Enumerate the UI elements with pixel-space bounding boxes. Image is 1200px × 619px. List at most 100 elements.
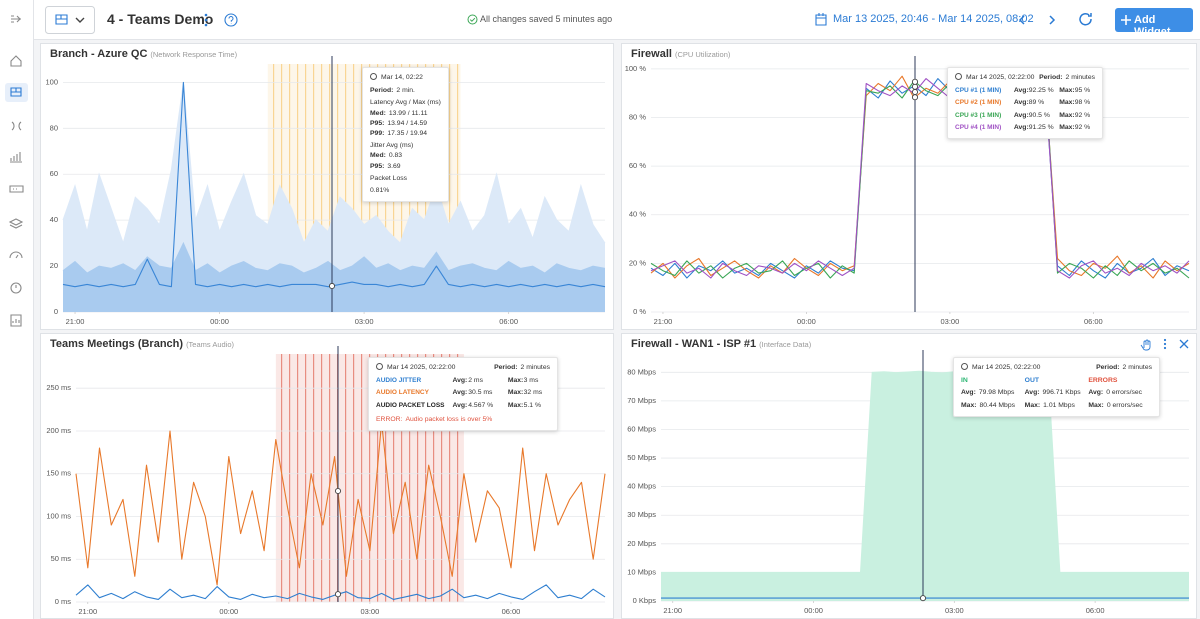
help-mark [228,16,234,24]
title: Firewall [631,48,672,60]
title-actions [204,13,238,27]
reports-icon[interactable] [10,152,22,163]
tooltip-value: 5.1 % [523,401,542,409]
y-tick-label: 80 [50,123,58,132]
y-tick-label: 100 [45,77,58,86]
x-tick-label: 03:00 [355,317,374,326]
chart: 0 % 20 % 40 % 60 % 80 % 100 % 21:00 00:00 03:00 0… [625,56,1190,326]
saved-icon [467,14,478,25]
tooltip-line: 0.81% [370,186,441,196]
chart: 0 Kbps 10 Mbps 20 Mbps 30 Mbps 40 Mbps 50 Mbp… [627,350,1189,615]
refresh-button[interactable] [1079,13,1092,26]
tooltip-value: 2 ms [468,377,483,385]
tooltip-value: 4.567 % [468,401,494,409]
gauge-icon[interactable] [9,251,23,259]
tooltip-line: Packet Loss [370,174,441,184]
add-widget-button[interactable]: Add Widget [1115,8,1193,38]
date-range[interactable]: Mar 13 2025, 20:46 - Mar 14 2025, 08:02 [833,13,1034,25]
tooltip-line: Period: 2 min. [370,86,441,96]
period-value: 2 minutes [1122,364,1152,371]
tooltip: Mar 14, 02:22 Period: 2 min. Latency Avg / … [362,67,449,203]
period-value: 2 minutes [1065,74,1095,81]
tooltip-value: 91.25 % [1028,123,1054,131]
tooltip-value: Avg: [1013,123,1029,131]
cell-value: 1.01 Mbps [1043,401,1075,409]
series-line [650,75,1190,279]
subtitle: (Network Response Time) [150,50,238,59]
clock-icon [370,73,377,80]
dashboard-icon [55,14,68,25]
dashboard-selector[interactable] [45,6,96,35]
hover-point [334,591,342,598]
devices-icon[interactable] [9,185,24,193]
x-tick-label: 06:00 [1086,606,1105,615]
period-label: Period: [494,364,518,371]
cell-value: 0 errors/sec [1106,401,1143,409]
widget-title: Firewall (CPU Utilization) [631,48,730,60]
title: Branch - Azure QC [50,48,148,60]
subtitle: (CPU Utilization) [674,50,731,59]
tooltip-text: 0.81% [370,186,390,194]
series-line [650,78,1190,279]
tooltip-value: Max: [1059,99,1075,107]
tooltip-text: Period: [370,87,394,95]
x-tick-label: 03:00 [945,606,964,615]
period-value: 2 minutes [520,364,550,371]
area-fill [661,371,1189,601]
y-tick-label: 50 Mbps [627,453,656,462]
y-tick-label: 0 ms [55,597,72,606]
saved-check [469,17,476,22]
interact-icon[interactable] [1140,339,1151,351]
column-name: ERRORS [1088,377,1118,385]
column-name: IN [961,377,968,385]
saved-circle [467,14,478,25]
time-navigation [1018,13,1092,26]
error-text: Audio packet loss is over 5% [405,415,493,423]
previous-button[interactable] [1018,15,1025,25]
next-button[interactable] [1049,15,1056,25]
header-bar [34,0,1200,40]
x-tick-label: 21:00 [663,606,682,615]
x-tick-label: 00:00 [797,317,816,326]
tooltip-value: 95 % [1074,87,1091,95]
clock-icon [961,363,968,370]
tooltip-value: Avg: [452,377,468,385]
x-tick-label: 00:00 [210,317,229,326]
layers-icon[interactable] [8,218,24,229]
tooltip-header: Mar 14 2025, 02:22:00 Period: 2 minutes [376,363,550,373]
tooltip-line: Med: 13.99 / 11.11 [370,109,441,119]
series-line [75,421,606,586]
alerts-icon[interactable] [10,282,22,294]
area-fill [63,82,605,313]
tooltip-value: Max: [1059,123,1075,131]
column-name: OUT [1024,377,1040,385]
monitor-icon[interactable] [11,121,22,131]
widget-menu[interactable] [1163,338,1167,350]
series-name: CPU #2 (1 MIN) [955,99,1002,107]
tooltip-period: Period: 2 minutes [1096,363,1152,373]
x-tick-label: 21:00 [654,317,673,326]
close-button[interactable] [1179,339,1189,349]
dashboards-icon[interactable] [10,87,22,97]
x-tick-label: 06:00 [502,607,521,616]
sidebar-icons [5,15,28,327]
expand-icon[interactable] [11,15,21,23]
title: Teams Meetings (Branch) [50,338,184,350]
more-menu[interactable] [204,13,208,27]
tooltip-text: P95: [370,119,385,127]
tooltip-text: 0.83 [388,152,403,160]
area-edge [661,370,1189,573]
subtitle: (Teams Audio) [186,340,234,349]
tooltip-time: Mar 14 2025, 02:22:00 [387,364,456,371]
y-tick-label: 200 ms [46,426,71,435]
tooltip-value: 3 ms [523,377,539,385]
y-tick-label: 60 % [629,161,646,170]
period-label: Period: [1096,364,1120,371]
help-icon[interactable] [224,13,238,27]
tooltip-value: Avg: [452,401,468,409]
calendar-icon[interactable] [814,11,828,27]
analytics-icon[interactable] [10,314,22,327]
home-icon[interactable] [10,55,22,67]
tooltip-cell: Max: 1.01 Mbps [1025,401,1089,411]
hover-point [911,88,919,96]
